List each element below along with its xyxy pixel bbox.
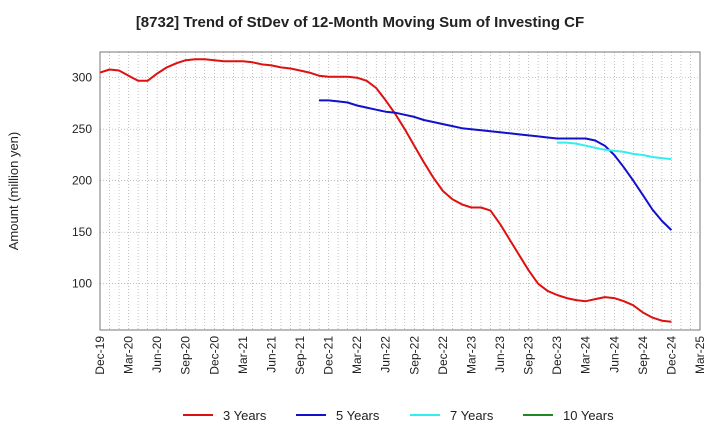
x-tick-label: Dec-21 <box>322 336 336 375</box>
series-line-3-years <box>99 58 672 323</box>
x-tick-label: Mar-25 <box>693 336 707 374</box>
y-tick-label: 250 <box>72 122 92 136</box>
x-tick-label: Dec-19 <box>93 336 107 375</box>
x-tick-label: Mar-22 <box>350 336 364 374</box>
series-line-7-years <box>557 141 672 161</box>
x-tick-label: Mar-20 <box>122 336 136 374</box>
legend-label: 3 Years <box>223 408 267 423</box>
x-tick-label: Jun-20 <box>150 336 164 373</box>
x-tick-label: Sep-24 <box>636 336 650 375</box>
x-tick-label: Dec-24 <box>664 336 678 375</box>
legend-label: 10 Years <box>563 408 614 423</box>
x-axis-ticks: Dec-19 Mar-20 Jun-20 Sep-20 Dec-20 Mar-21 Jun-… <box>93 336 707 375</box>
x-tick-label: Sep-21 <box>293 336 307 375</box>
series-lines <box>99 58 673 323</box>
y-axis-ticks: 100 150 200 250 300 <box>72 71 92 291</box>
y-axis-label: Amount (million yen) <box>6 132 21 251</box>
legend-label: 7 Years <box>450 408 494 423</box>
x-tick-label: Sep-23 <box>522 336 536 375</box>
y-tick-label: 200 <box>72 174 92 188</box>
x-tick-label: Dec-23 <box>550 336 564 375</box>
x-tick-label: Jun-21 <box>264 336 278 373</box>
x-tick-label: Jun-23 <box>493 336 507 373</box>
x-tick-label: Mar-24 <box>579 336 593 374</box>
y-tick-label: 300 <box>72 71 92 85</box>
chart-title: [8732] Trend of StDev of 12-Month Moving… <box>135 14 585 31</box>
x-tick-label: Mar-23 <box>464 336 478 374</box>
x-tick-label: Sep-20 <box>179 336 193 375</box>
x-tick-label: Jun-24 <box>607 336 621 373</box>
y-tick-label: 100 <box>72 277 92 291</box>
legend: 3 Years 5 Years 7 Years 10 Years <box>183 408 614 423</box>
x-tick-label: Jun-22 <box>379 336 393 373</box>
legend-label: 5 Years <box>336 408 380 423</box>
x-tick-label: Dec-22 <box>436 336 450 375</box>
series-line-5-years <box>319 99 673 231</box>
grid-lines <box>99 52 701 330</box>
x-tick-label: Dec-20 <box>207 336 221 375</box>
x-tick-label: Sep-22 <box>407 336 421 375</box>
x-tick-label: Mar-21 <box>236 336 250 374</box>
y-tick-label: 150 <box>72 225 92 239</box>
plot-area-frame <box>99 51 701 331</box>
